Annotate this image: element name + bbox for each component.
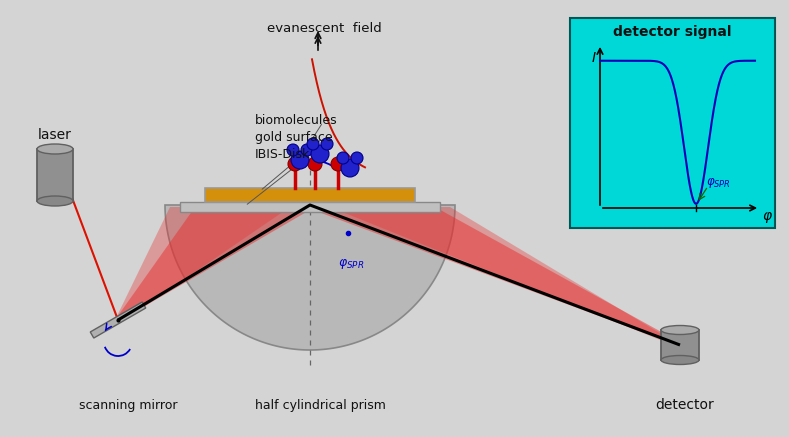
Circle shape <box>307 138 319 150</box>
Bar <box>570 18 775 228</box>
Bar <box>90 302 146 338</box>
Polygon shape <box>116 207 290 322</box>
Text: I: I <box>592 51 596 65</box>
Text: detector: detector <box>656 398 714 412</box>
Ellipse shape <box>661 326 699 334</box>
Polygon shape <box>115 207 315 320</box>
Text: $\varphi$: $\varphi$ <box>762 210 773 225</box>
Text: laser: laser <box>38 128 72 142</box>
Bar <box>205 188 415 202</box>
Text: detector signal: detector signal <box>613 25 731 39</box>
Circle shape <box>311 145 329 163</box>
Bar <box>37 149 73 201</box>
Circle shape <box>288 157 302 171</box>
Polygon shape <box>165 205 455 350</box>
Ellipse shape <box>37 196 73 206</box>
Text: $\varphi_{SPR}$: $\varphi_{SPR}$ <box>706 176 731 190</box>
Circle shape <box>341 159 359 177</box>
Text: $\varphi_{SPR}$: $\varphi_{SPR}$ <box>338 257 365 271</box>
Bar <box>661 330 699 360</box>
Text: half cylindrical prism: half cylindrical prism <box>255 399 386 412</box>
Circle shape <box>337 152 349 164</box>
Circle shape <box>291 151 309 169</box>
Circle shape <box>351 152 363 164</box>
Text: biomolecules: biomolecules <box>255 114 338 126</box>
Circle shape <box>308 157 322 171</box>
Ellipse shape <box>661 356 699 364</box>
Bar <box>180 202 440 212</box>
Text: scanning mirror: scanning mirror <box>79 399 178 412</box>
Circle shape <box>321 138 333 150</box>
Text: gold surface: gold surface <box>255 132 333 145</box>
Text: IBIS-Disk: IBIS-Disk <box>255 149 310 162</box>
Ellipse shape <box>37 144 73 154</box>
Circle shape <box>331 157 345 171</box>
Text: evanescent  field: evanescent field <box>267 22 381 35</box>
Circle shape <box>287 144 299 156</box>
Circle shape <box>301 144 313 156</box>
Polygon shape <box>305 207 685 345</box>
Polygon shape <box>330 207 688 350</box>
